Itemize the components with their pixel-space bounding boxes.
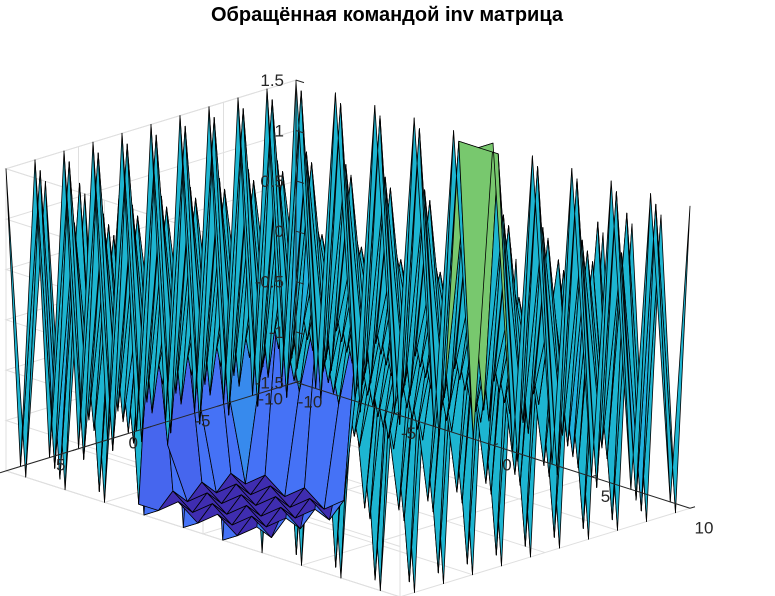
y-tick-label: 0 xyxy=(129,434,138,453)
z-tick-label: -1.5 xyxy=(255,373,284,392)
z-tick-label: 0 xyxy=(275,222,284,241)
surface-face xyxy=(655,203,691,514)
surface-mesh xyxy=(5,79,691,593)
y-tick-label: -10 xyxy=(258,389,283,408)
y-tick-label: -5 xyxy=(195,411,210,430)
z-tick-label: -0.5 xyxy=(255,273,284,292)
z-tick-label: 1 xyxy=(275,122,284,141)
z-tick-label: -1 xyxy=(269,323,284,342)
chart-title: Обращённая командой inv матрица xyxy=(211,4,564,26)
x-tick-label: -10 xyxy=(298,392,323,411)
z-tick-label: 1.5 xyxy=(260,71,284,90)
x-tick-label: 0 xyxy=(502,455,511,474)
x-tick-label: -5 xyxy=(401,424,416,443)
y-tick-label: 5 xyxy=(56,456,65,475)
x-tick-label: 5 xyxy=(601,487,610,506)
z-tick-label: 0.5 xyxy=(260,172,284,191)
x-tick-label: 10 xyxy=(695,518,714,537)
